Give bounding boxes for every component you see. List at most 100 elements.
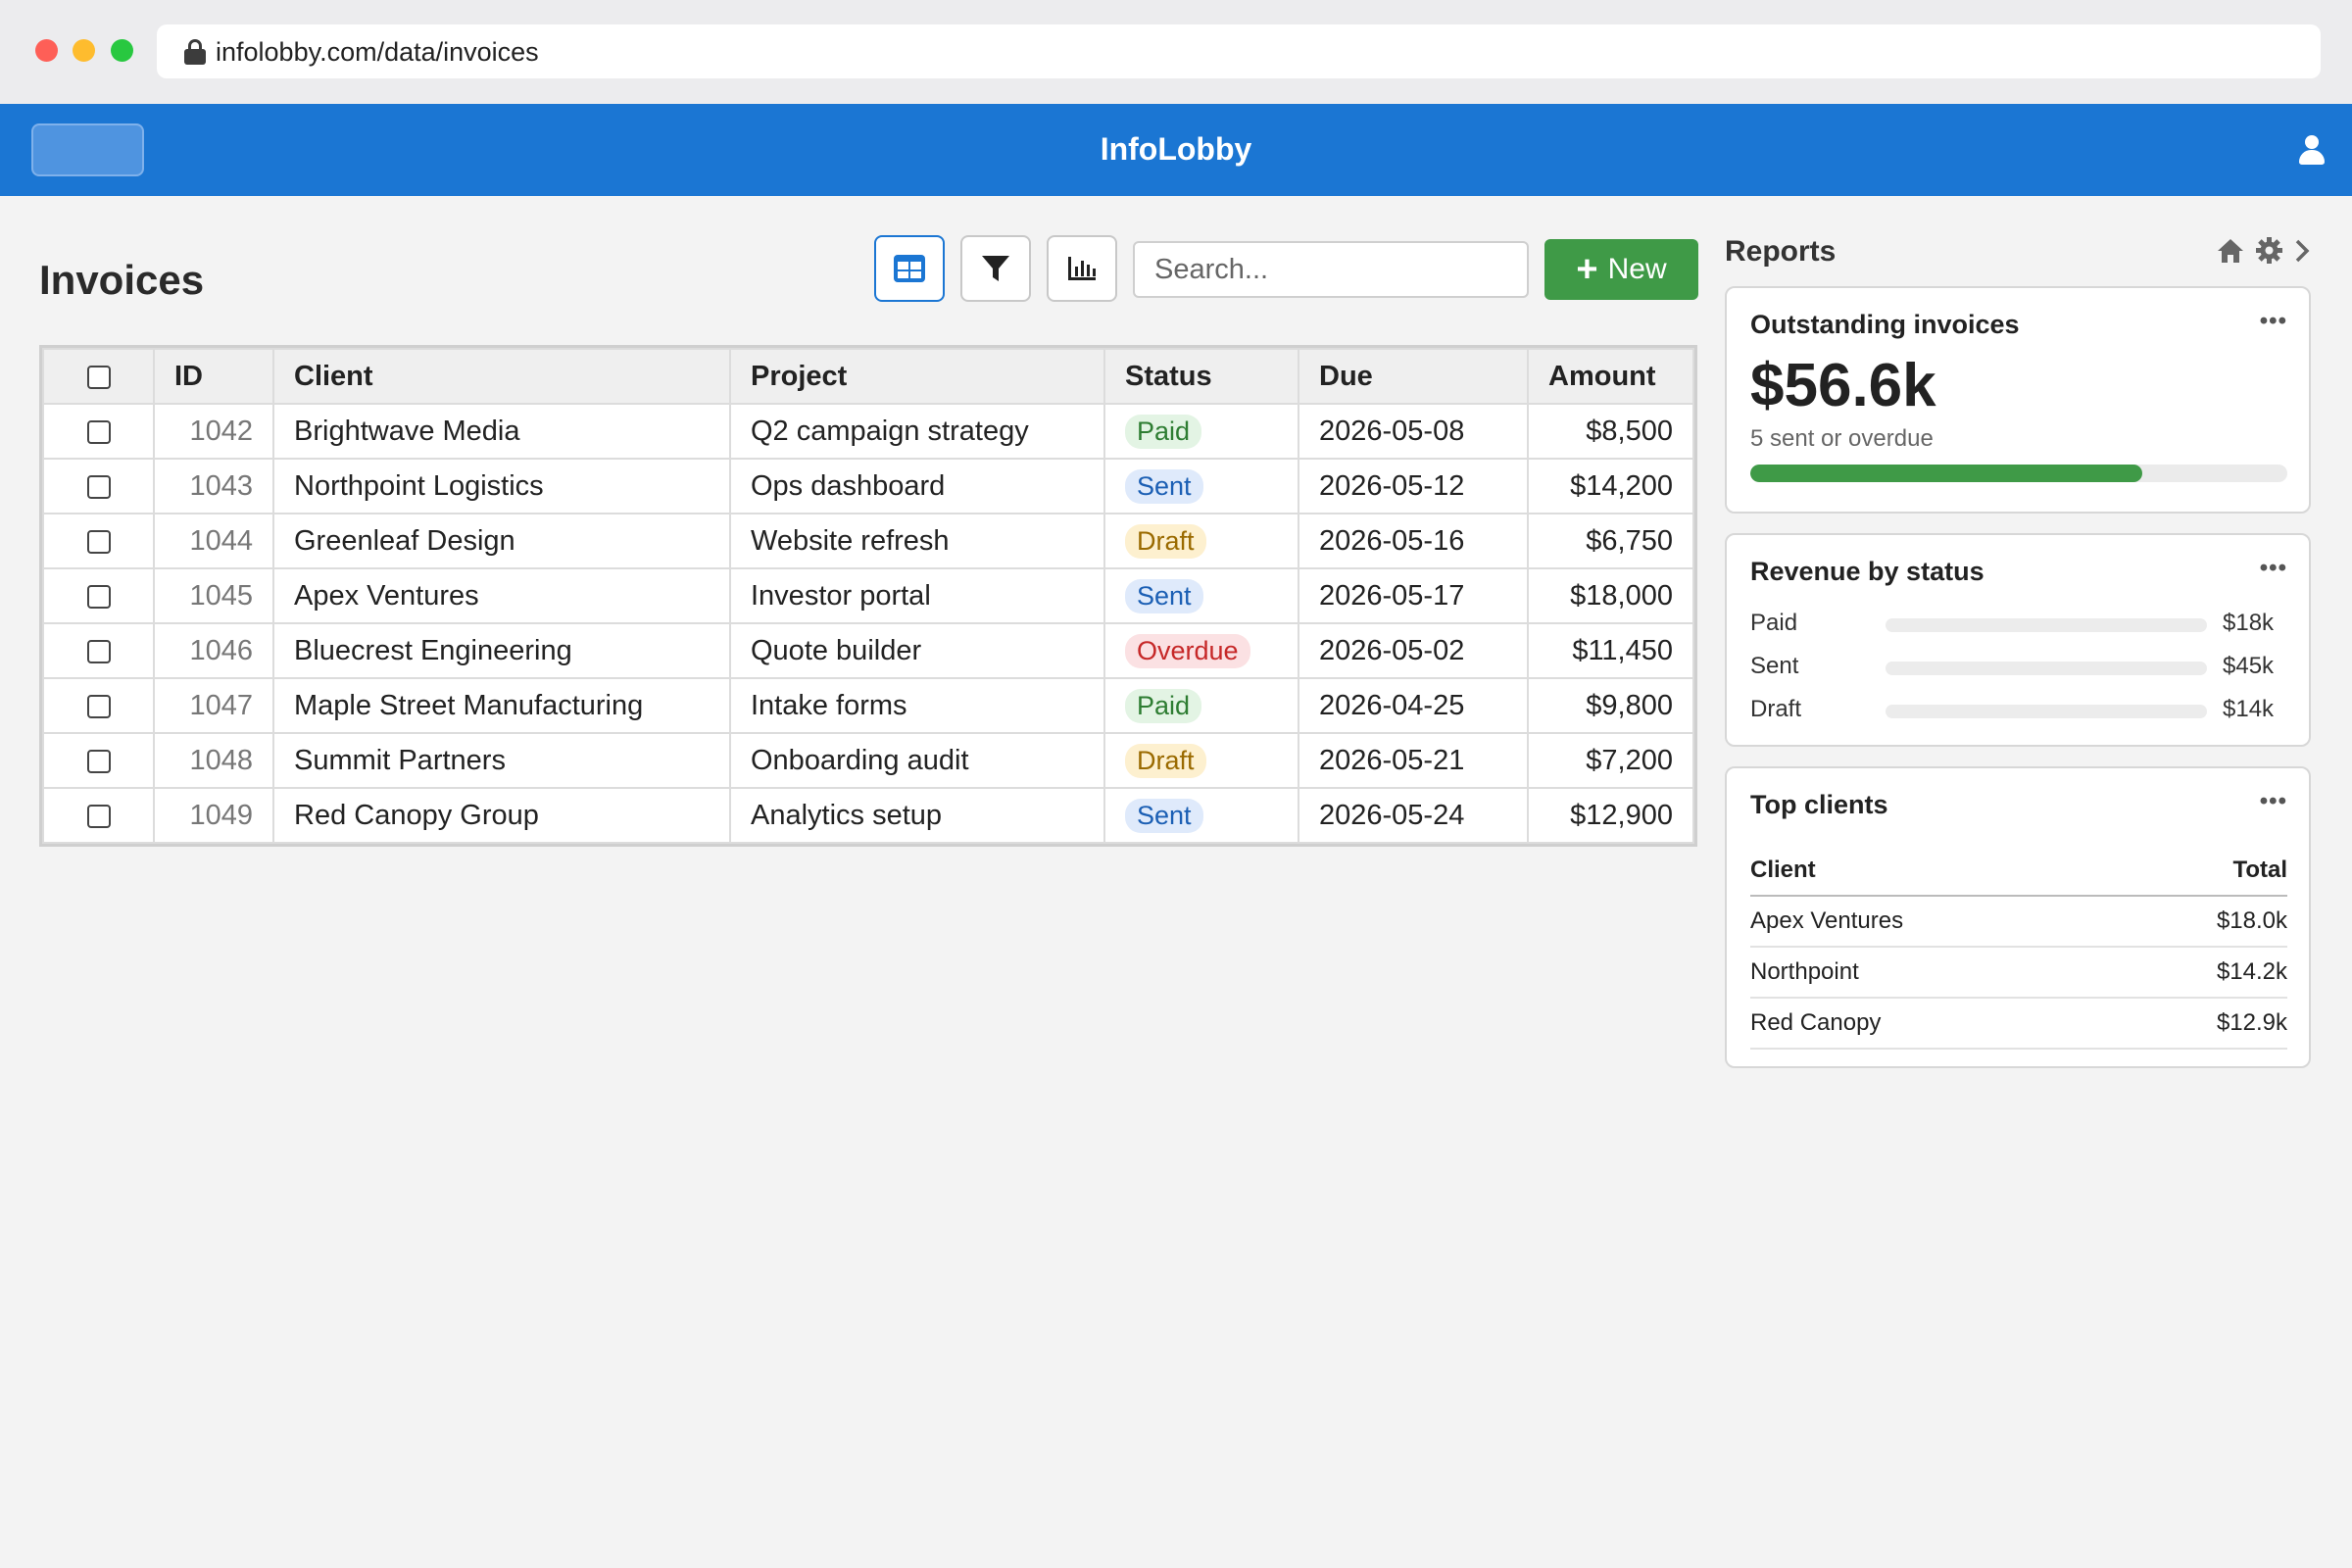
status-badge: Draft [1125, 523, 1206, 559]
status-cell: Sent [1103, 458, 1299, 514]
top-client-name: Northpoint [1750, 947, 2118, 999]
new-button[interactable]: + New [1544, 239, 1698, 300]
client-name: Bluecrest Engineering [272, 622, 731, 679]
table-row[interactable]: 1048 Summit Partners Onboarding audit Draft… [42, 732, 1694, 789]
select-all-checkbox[interactable] [86, 365, 111, 389]
outstanding-invoices-card: Outstanding invoices ••• $56.6k 5 sent o… [1725, 286, 2311, 514]
row-checkbox[interactable] [86, 804, 111, 828]
row-checkbox[interactable] [86, 639, 111, 663]
status-cell: Draft [1103, 732, 1299, 789]
status-badge: Sent [1125, 578, 1203, 613]
table-icon [894, 255, 925, 282]
outstanding-subtitle: 5 sent or overdue [1750, 425, 1934, 452]
top-client-name: Apex Ventures [1750, 896, 2118, 948]
page-title: Invoices [39, 257, 205, 303]
due-date: 2026-05-12 [1298, 458, 1529, 514]
table-row[interactable]: 1043 Northpoint Logistics Ops dashboard Sen… [42, 458, 1694, 514]
row-select-cell [42, 677, 155, 734]
status-badge: Draft [1125, 743, 1206, 778]
top-client-row[interactable]: Northpoint $14.2k [1750, 947, 2287, 999]
column-header-project[interactable]: Project [729, 348, 1105, 405]
revenue-bar-track [1886, 705, 2207, 718]
url-text: infolobby.com/data/invoices [216, 37, 539, 67]
due-date: 2026-04-25 [1298, 677, 1529, 734]
column-header-id[interactable]: ID [153, 348, 274, 405]
card-title: Revenue by status [1750, 557, 1984, 586]
column-header-amount[interactable]: Amount [1527, 348, 1694, 405]
card-title: Outstanding invoices [1750, 310, 2020, 339]
status-cell: Draft [1103, 513, 1299, 569]
invoice-amount: $18,000 [1527, 567, 1694, 624]
client-name: Summit Partners [272, 732, 731, 789]
gear-icon[interactable] [2256, 237, 2282, 264]
outstanding-total: $56.6k [1750, 352, 1936, 419]
column-header-client[interactable]: Client [272, 348, 731, 405]
minimize-window-button[interactable] [73, 39, 95, 62]
top-clients-header-client: Client [1750, 845, 2118, 897]
project-name: Website refresh [729, 513, 1105, 569]
top-clients-card: Top clients ••• Client Total Apex Ventur… [1725, 766, 2311, 1068]
row-checkbox[interactable] [86, 474, 111, 499]
row-checkbox[interactable] [86, 529, 111, 554]
top-client-total: $12.9k [2117, 998, 2287, 1050]
row-checkbox[interactable] [86, 584, 111, 609]
status-cell: Paid [1103, 677, 1299, 734]
status-badge: Overdue [1125, 633, 1250, 668]
client-name: Greenleaf Design [272, 513, 731, 569]
row-checkbox[interactable] [86, 419, 111, 444]
more-options-icon[interactable]: ••• [2259, 308, 2287, 334]
chart-view-button[interactable] [1047, 235, 1117, 302]
top-client-name: Red Canopy [1750, 998, 2118, 1050]
chevron-right-icon[interactable] [2294, 238, 2310, 264]
due-date: 2026-05-21 [1298, 732, 1529, 789]
more-options-icon[interactable]: ••• [2259, 555, 2287, 581]
client-name: Red Canopy Group [272, 787, 731, 844]
column-header-due[interactable]: Due [1298, 348, 1529, 405]
invoice-amount: $9,800 [1527, 677, 1694, 734]
invoice-amount: $11,450 [1527, 622, 1694, 679]
select-all-cell [42, 348, 155, 405]
table-row[interactable]: 1049 Red Canopy Group Analytics setup Sent 2… [42, 787, 1694, 844]
column-header-status[interactable]: Status [1103, 348, 1299, 405]
client-name: Brightwave Media [272, 403, 731, 460]
table-row[interactable]: 1046 Bluecrest Engineering Quote builder Ov… [42, 622, 1694, 679]
main-content: Invoices + New [0, 196, 2352, 1568]
filter-button[interactable] [960, 235, 1031, 302]
more-options-icon[interactable]: ••• [2259, 788, 2287, 814]
table-row[interactable]: 1047 Maple Street Manufacturing Intake for… [42, 677, 1694, 734]
project-name: Intake forms [729, 677, 1105, 734]
search-input[interactable] [1133, 241, 1529, 298]
browser-chrome: infolobby.com/data/invoices [0, 0, 2352, 104]
row-checkbox[interactable] [86, 694, 111, 718]
revenue-label: Draft [1750, 696, 1802, 722]
revenue-label: Sent [1750, 653, 1799, 679]
plus-icon: + [1576, 249, 1598, 290]
status-badge: Paid [1125, 414, 1202, 449]
top-client-row[interactable]: Red Canopy $12.9k [1750, 998, 2287, 1050]
close-window-button[interactable] [35, 39, 58, 62]
menu-button[interactable] [31, 123, 144, 176]
status-cell: Paid [1103, 403, 1299, 460]
row-select-cell [42, 732, 155, 789]
table-view-button[interactable] [874, 235, 945, 302]
home-icon[interactable] [2217, 238, 2244, 264]
table-row[interactable]: 1044 Greenleaf Design Website refresh Draft… [42, 513, 1694, 569]
table-header-row: ID Client Project Status Due Amount [42, 348, 1694, 405]
app-header: InfoLobby [0, 104, 2352, 196]
table-row[interactable]: 1042 Brightwave Media Q2 campaign strategy… [42, 403, 1694, 460]
maximize-window-button[interactable] [111, 39, 133, 62]
revenue-value: $14k [2223, 696, 2275, 722]
project-name: Onboarding audit [729, 732, 1105, 789]
top-client-row[interactable]: Apex Ventures $18.0k [1750, 896, 2287, 948]
bar-chart-icon [1068, 257, 1096, 280]
row-checkbox[interactable] [86, 749, 111, 773]
status-badge: Paid [1125, 688, 1202, 723]
status-cell: Overdue [1103, 622, 1299, 679]
address-bar[interactable]: infolobby.com/data/invoices [157, 24, 2321, 78]
client-name: Maple Street Manufacturing [272, 677, 731, 734]
top-client-total: $18.0k [2117, 896, 2287, 948]
user-icon[interactable] [2299, 135, 2325, 165]
revenue-by-status-card: Revenue by status ••• Paid $18k Sent $45… [1725, 533, 2311, 747]
outstanding-progress-bar [1750, 465, 2287, 482]
table-row[interactable]: 1045 Apex Ventures Investor portal Sent 2026… [42, 567, 1694, 624]
